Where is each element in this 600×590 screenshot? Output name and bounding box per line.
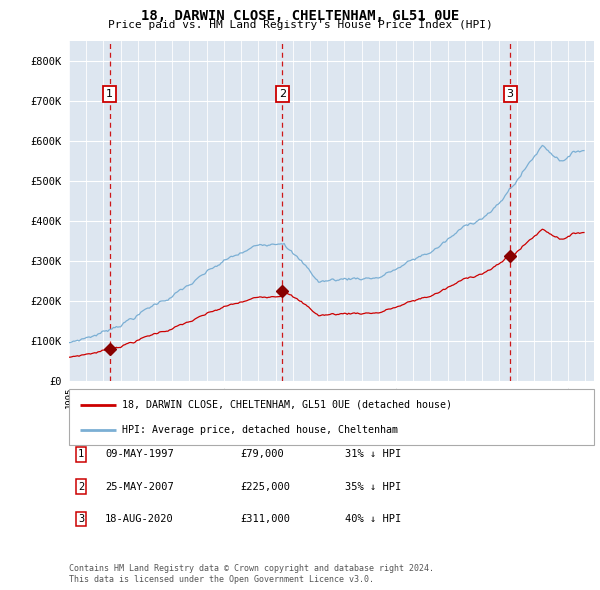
Text: 18, DARWIN CLOSE, CHELTENHAM, GL51 0UE: 18, DARWIN CLOSE, CHELTENHAM, GL51 0UE [141, 9, 459, 23]
Text: £79,000: £79,000 [240, 450, 284, 459]
FancyBboxPatch shape [69, 389, 594, 445]
Text: 3: 3 [78, 514, 84, 524]
Text: 1: 1 [106, 89, 113, 99]
Text: 18-AUG-2020: 18-AUG-2020 [105, 514, 174, 524]
Text: £225,000: £225,000 [240, 482, 290, 491]
Text: 25-MAY-2007: 25-MAY-2007 [105, 482, 174, 491]
Text: HPI: Average price, detached house, Cheltenham: HPI: Average price, detached house, Chel… [121, 425, 398, 435]
Text: Price paid vs. HM Land Registry's House Price Index (HPI): Price paid vs. HM Land Registry's House … [107, 20, 493, 30]
Text: 09-MAY-1997: 09-MAY-1997 [105, 450, 174, 459]
Text: This data is licensed under the Open Government Licence v3.0.: This data is licensed under the Open Gov… [69, 575, 374, 584]
Text: £311,000: £311,000 [240, 514, 290, 524]
Text: 3: 3 [506, 89, 514, 99]
Text: Contains HM Land Registry data © Crown copyright and database right 2024.: Contains HM Land Registry data © Crown c… [69, 565, 434, 573]
Text: 35% ↓ HPI: 35% ↓ HPI [345, 482, 401, 491]
Text: 2: 2 [279, 89, 286, 99]
Text: 2: 2 [78, 482, 84, 491]
Text: 31% ↓ HPI: 31% ↓ HPI [345, 450, 401, 459]
Text: 1: 1 [78, 450, 84, 459]
Text: 18, DARWIN CLOSE, CHELTENHAM, GL51 0UE (detached house): 18, DARWIN CLOSE, CHELTENHAM, GL51 0UE (… [121, 399, 452, 409]
Text: 40% ↓ HPI: 40% ↓ HPI [345, 514, 401, 524]
